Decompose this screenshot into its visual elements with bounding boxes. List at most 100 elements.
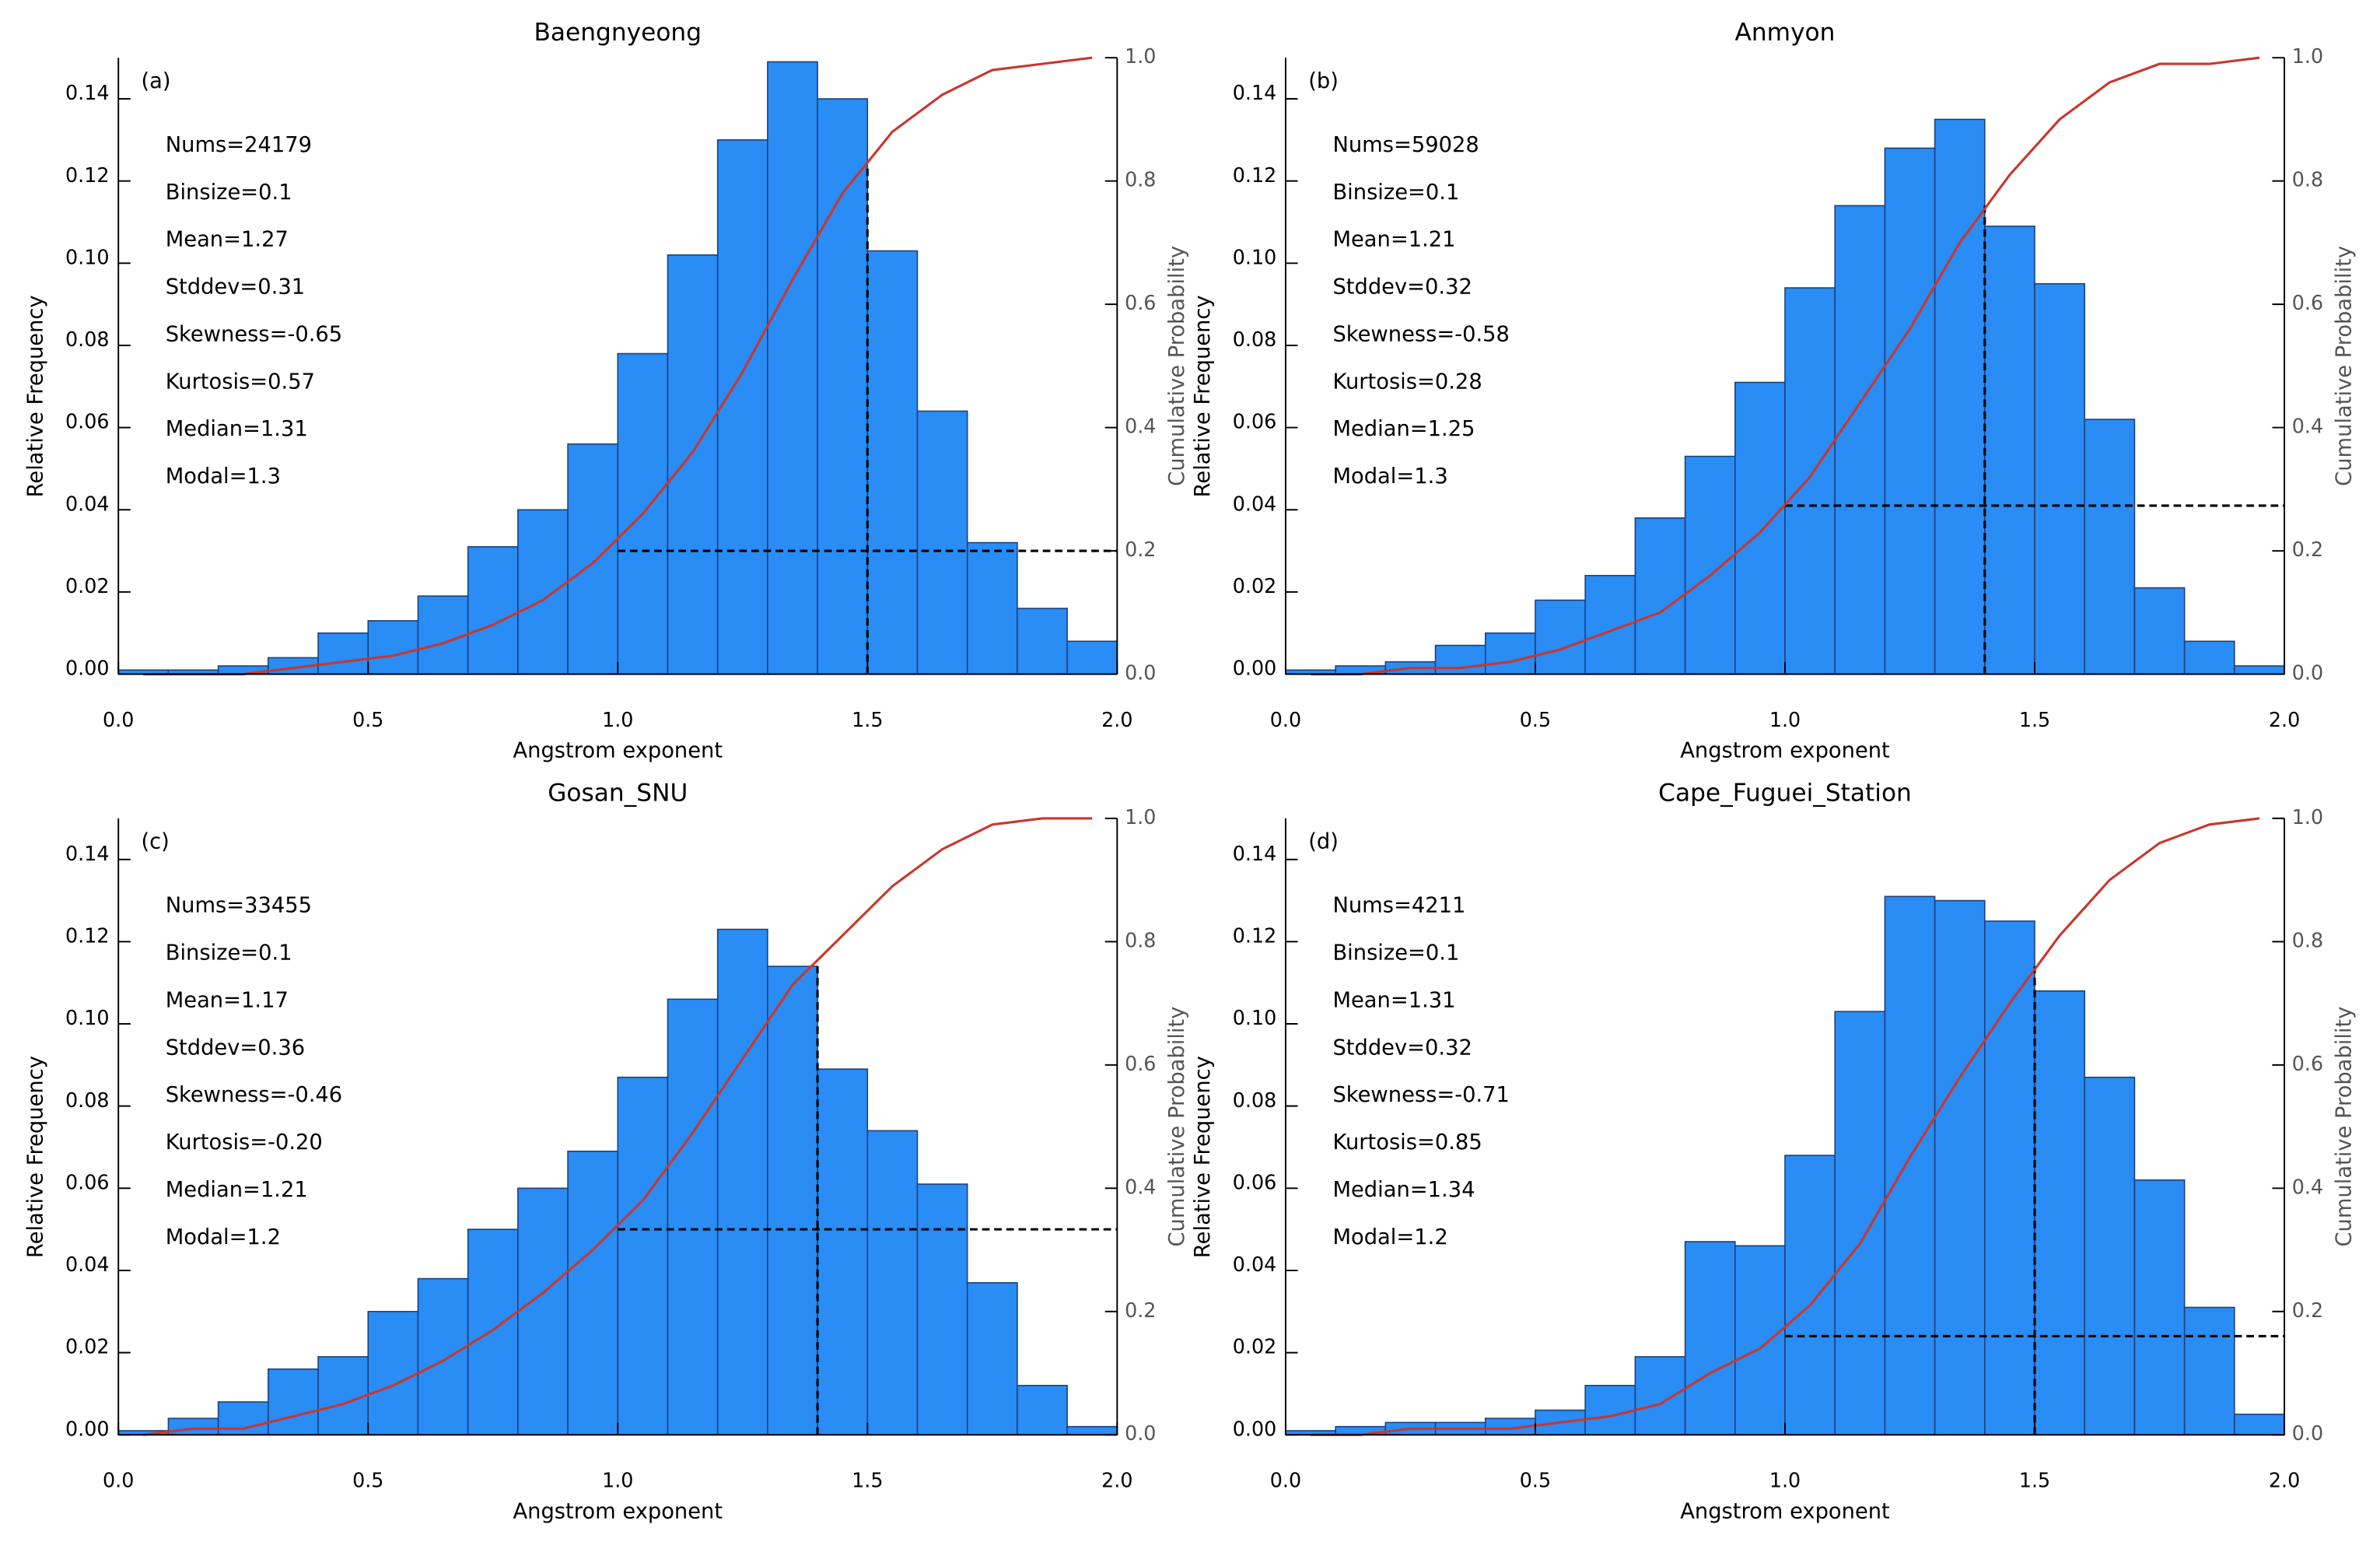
cumulative-line <box>1311 817 2260 1436</box>
annotation: Kurtosis=0.85 <box>1332 1130 1482 1155</box>
y2-axis-label: Cumulative Probability <box>2333 1007 2357 1247</box>
bar <box>1535 599 1586 675</box>
y-tick-label: 0.10 <box>65 245 109 268</box>
annotation: Nums=59028 <box>1332 133 1479 157</box>
bar <box>268 1368 319 1436</box>
y2-tick-label: 0.0 <box>1125 661 1156 685</box>
bar <box>617 1076 669 1436</box>
bar <box>817 1068 869 1436</box>
y2-tick-label: 0.8 <box>1125 168 1156 191</box>
chart-title: Cape_Fuguei_Station <box>1658 780 1912 808</box>
bar <box>716 928 768 1436</box>
y2-tick-label: 0.4 <box>1125 1175 1156 1198</box>
y2-tick-label: 0.8 <box>1125 928 1156 951</box>
annotation: Median=1.25 <box>1332 417 1475 441</box>
y2-tick-label: 0.0 <box>2292 661 2323 685</box>
bar <box>517 509 569 675</box>
y2-tick-label: 1.0 <box>1125 44 1156 68</box>
y2-tick-label: 0.6 <box>1125 291 1156 314</box>
annotation: Nums=33455 <box>166 894 312 918</box>
y2-tick-label: 0.6 <box>1125 1052 1156 1075</box>
panel: 0.00 0.02 0.04 0.06 0.08 0.10 0.12 0.14 0.0 0.2 0.… <box>1191 19 2357 763</box>
y-tick-label: 0.14 <box>65 81 109 104</box>
y-tick-label: 0.14 <box>65 842 109 865</box>
y-tick-label: 0.10 <box>65 1006 109 1029</box>
x-tick-label: 0.5 <box>352 1469 383 1492</box>
bar <box>217 1401 269 1436</box>
bar <box>1984 225 2035 675</box>
x-tick-label: 1.5 <box>852 1469 883 1492</box>
annotation: Modal=1.3 <box>1332 464 1447 489</box>
bar <box>667 998 719 1436</box>
annotation: Kurtosis=0.28 <box>1332 370 1482 394</box>
bar <box>916 1183 968 1436</box>
x-tick-label: 0.0 <box>1270 1469 1301 1492</box>
x-axis-label: Angstrom exponent <box>513 739 723 763</box>
bar <box>916 410 968 675</box>
bar <box>1984 920 2035 1436</box>
annotation: Binsize=0.1 <box>1332 180 1459 205</box>
annotation: Nums=24179 <box>166 133 312 157</box>
bar <box>667 254 719 675</box>
bar <box>2183 1306 2235 1436</box>
cumulative-line <box>143 817 1093 1436</box>
bar <box>767 61 818 675</box>
bar <box>2183 640 2235 675</box>
y-tick-label: 0.00 <box>1233 657 1276 680</box>
x-tick-label: 1.5 <box>2019 1469 2050 1492</box>
y-tick-label: 0.06 <box>65 1170 109 1193</box>
annotation: Binsize=0.1 <box>166 941 292 965</box>
annotation: Median=1.21 <box>166 1178 308 1202</box>
x-tick-label: 0.0 <box>103 708 134 731</box>
bar <box>1066 640 1118 675</box>
bar <box>866 250 919 675</box>
y-tick-label: 0.06 <box>1233 410 1276 433</box>
bar <box>2084 1076 2136 1436</box>
y-tick-label: 0.08 <box>1233 328 1276 351</box>
y-tick-label: 0.12 <box>1233 163 1276 187</box>
x-tick-label: 2.0 <box>2269 708 2300 731</box>
y-tick-label: 0.04 <box>65 1253 109 1276</box>
bar <box>2034 990 2086 1436</box>
y-tick-label: 0.10 <box>1233 1006 1276 1029</box>
x-tick-label: 1.0 <box>1769 708 1801 731</box>
x-axis-label: Angstrom exponent <box>1680 739 1890 763</box>
x-tick-label: 2.0 <box>1101 708 1132 731</box>
annotation: Stddev=0.36 <box>166 1036 305 1060</box>
bar <box>1934 899 1986 1436</box>
annotation: Skewness=-0.65 <box>166 322 342 346</box>
bar <box>517 1187 569 1436</box>
annotation: Stddev=0.32 <box>1332 1036 1472 1060</box>
annotation: Mean=1.27 <box>166 228 289 252</box>
x-tick-label: 0.5 <box>1520 708 1551 731</box>
bar <box>1884 147 1936 675</box>
y-tick-label: 0.04 <box>1233 492 1276 515</box>
bar <box>2133 1179 2186 1436</box>
annotation: Modal=1.2 <box>166 1225 281 1249</box>
chart-title: Baengnyeong <box>534 19 702 47</box>
bar <box>417 595 469 675</box>
x-tick-label: 0.5 <box>1520 1469 1551 1492</box>
annotation: Kurtosis=-0.20 <box>166 1130 323 1155</box>
bar <box>767 965 818 1436</box>
y-tick-label: 0.00 <box>1233 1417 1276 1440</box>
y-tick-label: 0.08 <box>65 328 109 351</box>
chart-title: Gosan_SNU <box>548 780 688 808</box>
annotation: Skewness=-0.58 <box>1332 322 1509 346</box>
panel: 0.00 0.02 0.04 0.06 0.08 0.10 0.12 0.14 0.0 0.2 0.… <box>23 780 1189 1524</box>
bar <box>1017 608 1068 675</box>
bar <box>1484 632 1536 675</box>
bar <box>2234 1414 2285 1436</box>
bar <box>2234 665 2285 675</box>
bar <box>467 545 519 675</box>
bar <box>1834 205 1886 675</box>
panel: 0.00 0.02 0.04 0.06 0.08 0.10 0.12 0.14 0.0 0.2 0.… <box>1191 780 2357 1524</box>
annotation: Mean=1.21 <box>1332 228 1455 252</box>
y-tick-label: 0.08 <box>1233 1088 1276 1112</box>
y2-tick-label: 0.2 <box>2292 1298 2323 1322</box>
y2-tick-label: 0.6 <box>2292 1052 2323 1075</box>
panel-label: (a) <box>141 69 170 93</box>
bar <box>167 1418 219 1436</box>
y-tick-label: 0.12 <box>1233 924 1276 948</box>
